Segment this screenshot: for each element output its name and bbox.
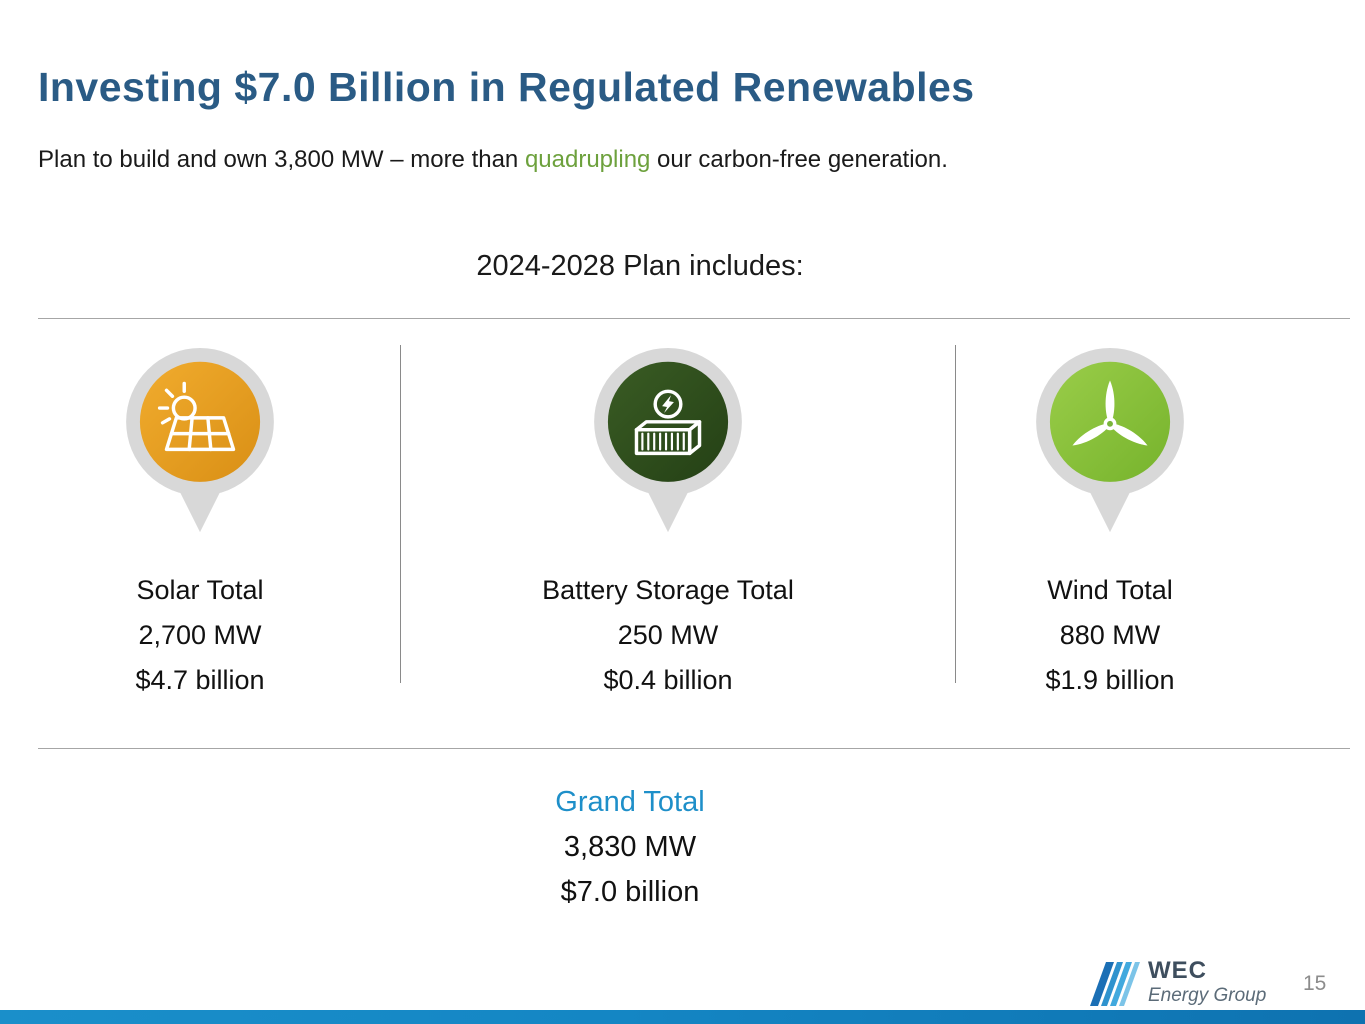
wec-logo: WEC Energy Group	[1088, 957, 1267, 1012]
wind-investment: $1.9 billion	[1045, 665, 1175, 695]
grand-total-capacity: 3,830 MW	[563, 831, 697, 863]
battery-text-block: Battery Storage Total 250 MW $0.4 billio…	[542, 568, 794, 703]
battery-label: Battery Storage Total	[542, 575, 794, 605]
wind-column: Wind Total 880 MW $1.9 billion	[960, 345, 1260, 703]
battery-capacity: 250 MW	[617, 620, 719, 650]
section-heading: 2024-2028 Plan includes:	[476, 250, 804, 282]
battery-pin	[594, 347, 742, 533]
wind-pin	[1036, 347, 1184, 533]
subtitle-post: our carbon-free generation.	[650, 146, 948, 173]
solar-pin	[126, 347, 274, 533]
wind-turbine-icon	[1072, 380, 1148, 446]
column-divider-2	[955, 345, 956, 683]
logo-line1: WEC	[1148, 957, 1207, 984]
wind-text-block: Wind Total 880 MW $1.9 billion	[1045, 568, 1174, 703]
bottom-accent-bar	[0, 1010, 1365, 1024]
logo-stripes-icon	[1090, 962, 1140, 1006]
page-title: Investing $7.0 Billion in Regulated Rene…	[38, 64, 975, 110]
bottom-divider-line	[38, 748, 1350, 749]
logo-text: WEC Energy Group	[1148, 957, 1267, 1012]
solar-text-block: Solar Total 2,700 MW $4.7 billion	[135, 568, 264, 703]
subtitle-highlight: quadrupling	[524, 146, 651, 173]
solar-column: Solar Total 2,700 MW $4.7 billion	[40, 345, 360, 703]
subtitle-pre: Plan to build and own 3,800 MW – more th…	[38, 146, 525, 173]
solar-capacity: 2,700 MW	[138, 620, 262, 650]
solar-investment: $4.7 billion	[135, 665, 265, 695]
column-divider-1	[400, 345, 401, 683]
logo-line2: Energy Group	[1148, 984, 1267, 1012]
grand-total-label: Grand Total	[555, 786, 705, 818]
battery-investment: $0.4 billion	[603, 665, 733, 695]
solar-label: Solar Total	[136, 575, 264, 605]
wind-label: Wind Total	[1047, 575, 1173, 605]
page-number: 15	[1303, 972, 1327, 995]
grand-total-investment: $7.0 billion	[560, 876, 700, 908]
slide-subtitle: Plan to build and own 3,800 MW – more th…	[38, 146, 948, 174]
top-divider-line	[38, 318, 1350, 319]
battery-column: Battery Storage Total 250 MW $0.4 billio…	[420, 345, 916, 703]
grand-total-block: Grand Total 3,830 MW $7.0 billion	[0, 780, 1260, 915]
wind-capacity: 880 MW	[1059, 620, 1161, 650]
solar-panel-icon	[157, 381, 236, 452]
battery-storage-icon	[634, 389, 702, 456]
